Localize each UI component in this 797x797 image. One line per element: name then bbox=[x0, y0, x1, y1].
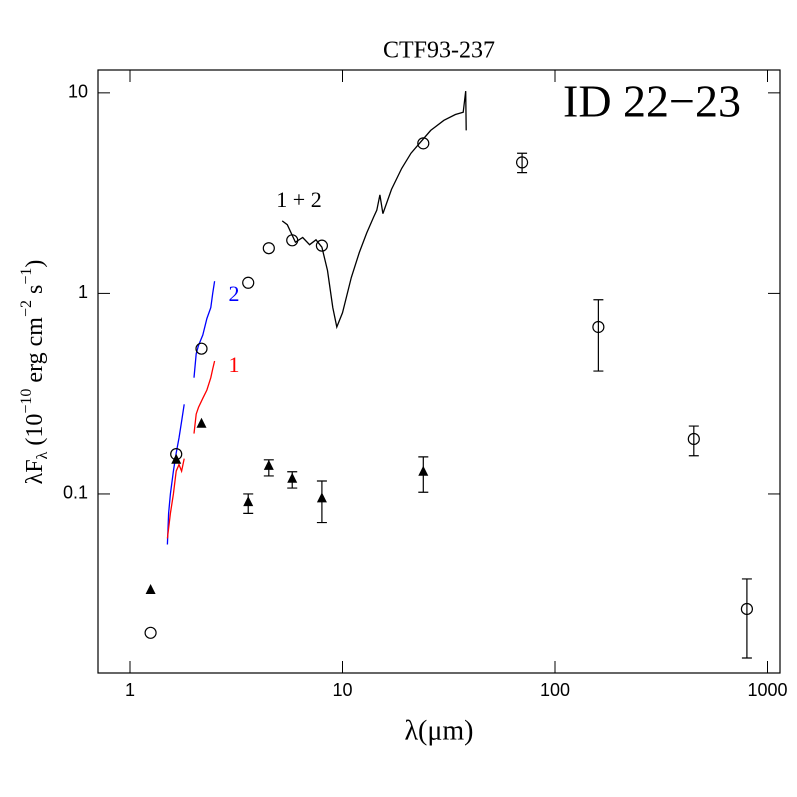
y-label-part: (10 bbox=[22, 414, 48, 452]
data-point bbox=[171, 453, 182, 464]
y-label-part: s bbox=[22, 285, 48, 300]
data-point bbox=[195, 342, 208, 355]
error-bar bbox=[517, 152, 528, 174]
y-tick-label: 1 bbox=[78, 282, 88, 302]
annotation: ID 22−23 bbox=[563, 76, 741, 127]
data-point bbox=[262, 242, 275, 255]
error-bar bbox=[593, 299, 604, 372]
data-point bbox=[145, 583, 156, 594]
data-point bbox=[196, 417, 207, 428]
data-point bbox=[315, 239, 329, 252]
x-tick-label: 100 bbox=[540, 680, 570, 700]
data-point bbox=[286, 234, 299, 247]
data-point bbox=[243, 496, 254, 507]
data-point bbox=[418, 465, 429, 476]
y-label-sub: λ bbox=[34, 451, 51, 459]
y-label-sup: −1 bbox=[18, 268, 35, 285]
y-label-sup: −10 bbox=[18, 389, 35, 414]
data-point bbox=[417, 137, 430, 150]
data-point bbox=[287, 472, 298, 483]
annotation: 2 bbox=[229, 281, 240, 306]
y-label-part: erg cm bbox=[22, 317, 48, 389]
data-point bbox=[687, 432, 700, 446]
y-label-sup: −2 bbox=[18, 300, 35, 317]
plot-frame bbox=[97, 69, 781, 674]
spectrum-line bbox=[166, 281, 216, 545]
x-axis-label: λ(μm) bbox=[404, 715, 473, 746]
y-label-part: ) bbox=[22, 260, 48, 268]
chart-title: CTF93-237 bbox=[383, 38, 495, 64]
data-point bbox=[740, 602, 754, 616]
y-tick-label: 10 bbox=[68, 82, 88, 102]
x-tick-label: 1000 bbox=[747, 680, 787, 700]
x-tick-label: 10 bbox=[332, 680, 352, 700]
annotation: 1 bbox=[229, 352, 240, 377]
x-tick-label: 1 bbox=[125, 680, 135, 700]
data-point bbox=[316, 492, 327, 503]
y-tick-label: 0.1 bbox=[63, 483, 88, 503]
data-point bbox=[242, 276, 255, 289]
error-bar bbox=[688, 425, 699, 457]
data-point bbox=[515, 156, 529, 169]
y-axis-label: λFλ (10−10 erg cm−2 s−1) bbox=[18, 260, 51, 485]
data-point bbox=[263, 459, 274, 470]
data-point bbox=[144, 626, 157, 639]
spectrum-line bbox=[166, 360, 216, 539]
spectrum-line bbox=[281, 91, 467, 330]
y-label-part: λF bbox=[22, 459, 48, 484]
annotation: 1 + 2 bbox=[276, 187, 321, 212]
error-bar bbox=[741, 578, 752, 659]
data-point bbox=[592, 320, 605, 334]
